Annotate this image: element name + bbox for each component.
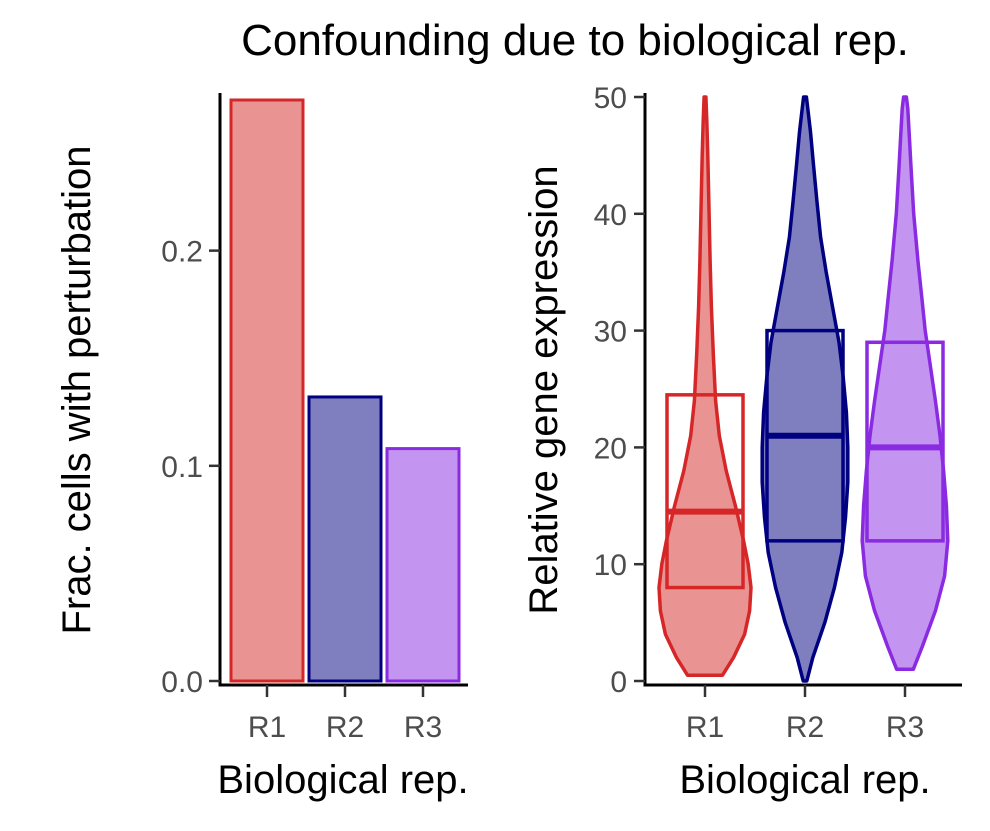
y-tick-label: 30 bbox=[594, 316, 627, 349]
box-r3 bbox=[865, 340, 945, 543]
x-axis-title: Biological rep. bbox=[679, 758, 930, 802]
y-tick-label: 50 bbox=[594, 82, 627, 115]
y-tick-label: 0.0 bbox=[161, 666, 203, 699]
bar-group bbox=[229, 98, 461, 683]
y-tick-label: 10 bbox=[594, 549, 627, 582]
y-tick-label: 40 bbox=[594, 199, 627, 232]
y-tick-label: 0.1 bbox=[161, 451, 203, 484]
x-tick-label: R2 bbox=[326, 711, 364, 744]
x-tick-group: R1 R2 R3 bbox=[686, 685, 924, 744]
chart-title: Confounding due to biological rep. bbox=[241, 16, 909, 65]
x-tick-label: R3 bbox=[886, 711, 924, 744]
bar-chart-panel: 0.0 0.1 0.2 R1 R2 R3 Biological rep. Frac. c… bbox=[55, 93, 469, 802]
bar-r2 bbox=[307, 395, 383, 683]
y-tick-label: 20 bbox=[594, 432, 627, 465]
y-tick-label: 0.2 bbox=[161, 236, 203, 269]
y-tick-group: 0.0 0.1 0.2 bbox=[161, 236, 220, 699]
box-r1 bbox=[665, 393, 745, 590]
y-axis-title: Frac. cells with perturbation bbox=[55, 145, 99, 634]
violin-group bbox=[657, 95, 950, 683]
violin-r3 bbox=[860, 95, 950, 672]
y-tick-label: 0 bbox=[610, 666, 627, 699]
x-tick-label: R2 bbox=[786, 711, 824, 744]
x-tick-group: R1 R2 R3 bbox=[248, 685, 442, 744]
y-tick-group: 0 10 20 30 40 50 bbox=[594, 82, 645, 699]
y-axis-title: Relative gene expression bbox=[522, 165, 566, 614]
bar-r1 bbox=[229, 98, 305, 683]
x-tick-label: R1 bbox=[686, 711, 724, 744]
violin-chart-panel: 0 10 20 30 40 50 R1 R2 R3 Biological rep. Relat… bbox=[522, 82, 962, 802]
x-tick-label: R3 bbox=[404, 711, 442, 744]
x-axis-title: Biological rep. bbox=[217, 758, 468, 802]
violin-r2 bbox=[760, 95, 850, 683]
bar-r3 bbox=[385, 447, 461, 683]
x-tick-label: R1 bbox=[248, 711, 286, 744]
